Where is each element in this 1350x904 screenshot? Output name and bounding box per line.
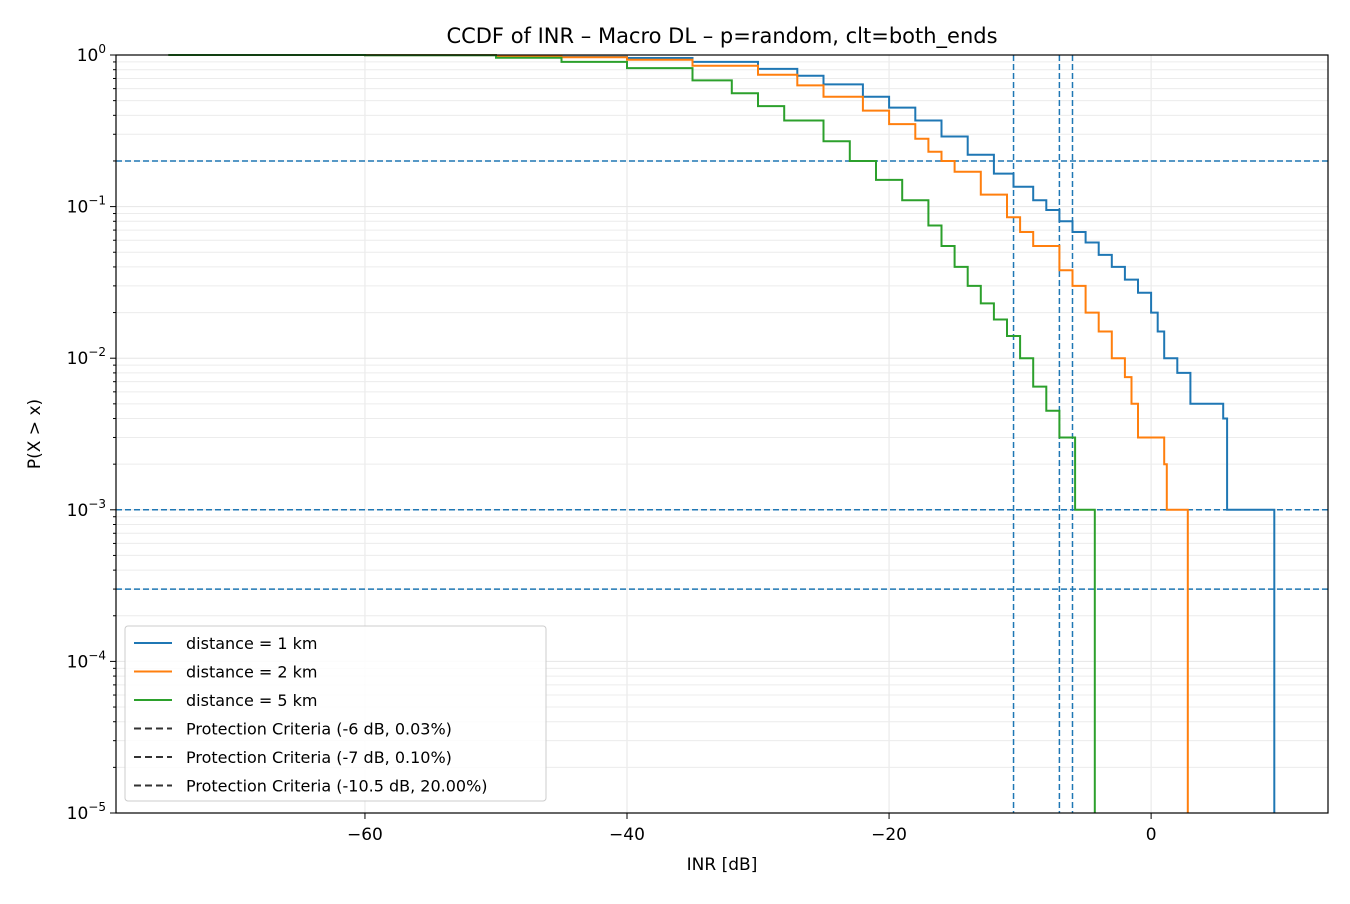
legend-label: distance = 5 km — [186, 691, 318, 710]
y-axis-ticks: 100 10−1 10−2 10−3 10−4 10−5 — [67, 42, 116, 824]
legend-label: distance = 2 km — [186, 663, 318, 682]
series-line-1 — [168, 54, 1276, 813]
x-axis-label: INR [dB] — [687, 855, 758, 875]
y-tick-label: 10−1 — [67, 194, 106, 218]
legend-label: Protection Criteria (-10.5 dB, 20.00%) — [186, 777, 488, 796]
y-tick-label: 10−2 — [67, 345, 106, 369]
y-axis-label: P(X > x) — [25, 399, 45, 469]
series-line-2 — [168, 54, 1189, 813]
y-tick-label: 10−4 — [67, 648, 106, 672]
x-axis-ticks: −60 −40 −20 0 — [347, 813, 1157, 845]
legend-box — [124, 625, 547, 802]
legend-label: Protection Criteria (-7 dB, 0.10%) — [186, 748, 452, 767]
y-tick-label: 100 — [77, 42, 106, 66]
x-tick-label: −60 — [347, 825, 383, 845]
legend-label: distance = 1 km — [186, 634, 318, 653]
legend-label: Protection Criteria (-6 dB, 0.03%) — [186, 720, 452, 739]
x-tick-label: −40 — [609, 825, 645, 845]
y-tick-label: 10−3 — [67, 497, 106, 521]
chart-title: CCDF of INR – Macro DL – p=random, clt=b… — [446, 24, 997, 49]
y-tick-label: 10−5 — [67, 800, 106, 824]
legend: distance = 1 km distance = 2 km distance =… — [124, 625, 547, 802]
series-line-3 — [168, 54, 1096, 813]
x-tick-label: −20 — [871, 825, 907, 845]
plot-frame — [115, 54, 1329, 814]
series-layer — [168, 54, 1276, 813]
x-tick-label: 0 — [1146, 825, 1157, 845]
